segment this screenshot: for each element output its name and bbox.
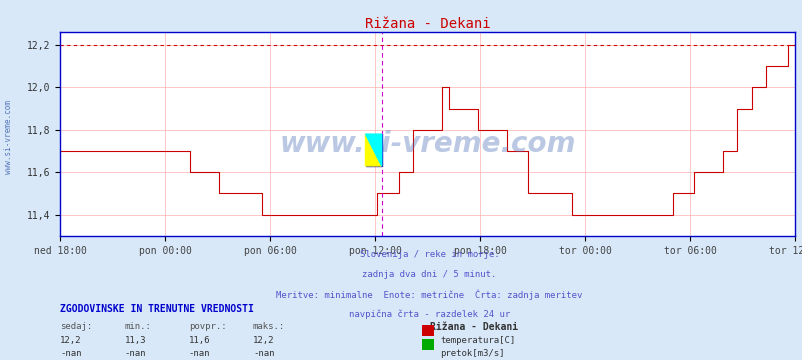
Polygon shape (365, 134, 381, 166)
Text: Meritve: minimalne  Enote: metrične  Črta: zadnja meritev: Meritve: minimalne Enote: metrične Črta:… (276, 290, 582, 300)
Text: navpična črta - razdelek 24 ur: navpična črta - razdelek 24 ur (349, 310, 509, 319)
Text: 11,6: 11,6 (188, 336, 210, 345)
Text: pretok[m3/s]: pretok[m3/s] (439, 349, 504, 358)
Text: -nan: -nan (60, 349, 82, 358)
Text: min.:: min.: (124, 322, 151, 331)
Text: maks.:: maks.: (253, 322, 285, 331)
Text: Rižana - Dekani: Rižana - Dekani (429, 322, 517, 332)
Text: 12,2: 12,2 (60, 336, 82, 345)
Polygon shape (365, 134, 381, 166)
Polygon shape (365, 134, 381, 166)
Text: www.si-vreme.com: www.si-vreme.com (3, 100, 13, 174)
Text: Slovenija / reke in morje.: Slovenija / reke in morje. (359, 250, 499, 259)
Text: -nan: -nan (124, 349, 146, 358)
Text: -nan: -nan (253, 349, 274, 358)
Text: zadnja dva dni / 5 minut.: zadnja dva dni / 5 minut. (362, 270, 496, 279)
Text: povpr.:: povpr.: (188, 322, 226, 331)
Title: Rižana - Dekani: Rižana - Dekani (364, 17, 490, 31)
Text: ZGODOVINSKE IN TRENUTNE VREDNOSTI: ZGODOVINSKE IN TRENUTNE VREDNOSTI (60, 304, 253, 314)
Text: -nan: -nan (188, 349, 210, 358)
Text: www.si-vreme.com: www.si-vreme.com (279, 130, 575, 158)
Text: temperatura[C]: temperatura[C] (439, 336, 515, 345)
Text: 11,3: 11,3 (124, 336, 146, 345)
Text: sedaj:: sedaj: (60, 322, 92, 331)
Text: 12,2: 12,2 (253, 336, 274, 345)
